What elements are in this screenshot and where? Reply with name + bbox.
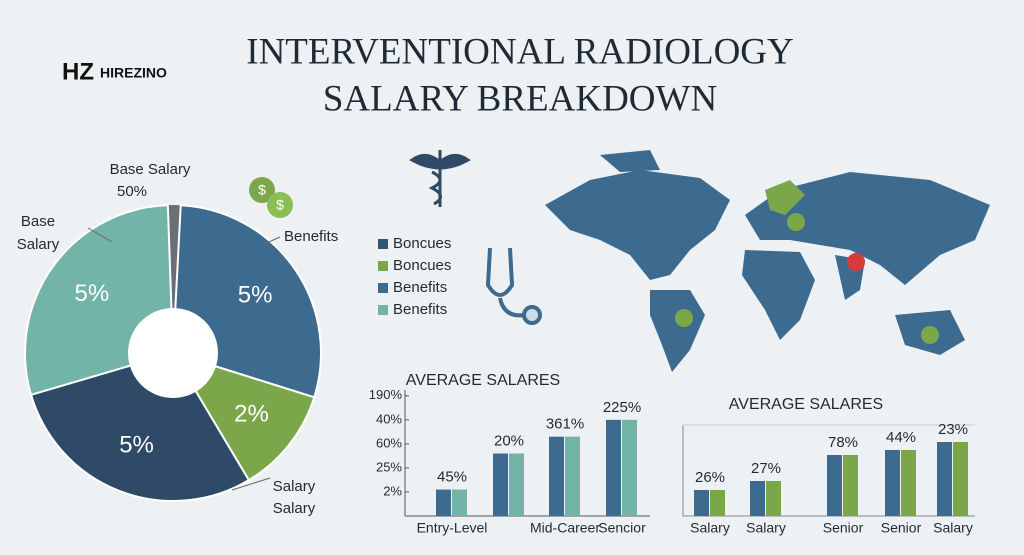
bar [622, 419, 637, 516]
legend-label: Benefits [393, 301, 447, 318]
legend-swatch [378, 305, 388, 315]
bar-label: 27% [751, 460, 781, 477]
y-tick-label: 2% [383, 483, 402, 498]
bar-label: 361% [546, 416, 584, 433]
callout-label: Salary [17, 236, 60, 253]
callout-label: 50% [117, 183, 147, 200]
bar-label: 45% [437, 469, 467, 486]
callout-line [87, 227, 113, 243]
bar [606, 419, 621, 516]
legend-label: Boncues [393, 235, 451, 252]
x-tick-label: Salary [933, 520, 973, 536]
map-marker [847, 253, 865, 271]
bar-label: 23% [938, 421, 968, 438]
bar-label: 225% [603, 399, 641, 416]
bar [750, 481, 765, 516]
map-marker [675, 309, 693, 327]
x-tick-label: Salary [690, 520, 730, 536]
legend-swatch [378, 239, 388, 249]
callout-line [231, 477, 271, 491]
chart-title: AVERAGE SALARES [406, 372, 560, 389]
x-tick-label: Entry-Level [417, 520, 488, 536]
x-tick-label: Senior [823, 520, 864, 536]
x-tick-label: Mid-Career [530, 520, 600, 536]
y-tick-label: 25% [376, 459, 402, 474]
bar-label: 20% [494, 432, 524, 449]
y-tick-label: 40% [376, 411, 402, 426]
y-tick-label: 60% [376, 435, 402, 450]
bar [766, 481, 781, 516]
callout-label: Salary [273, 500, 316, 517]
bar-label: 44% [886, 429, 916, 446]
bar [493, 453, 508, 516]
title-line: INTERVENTIONAL RADIOLOGY [246, 31, 793, 72]
slice-label: 5% [119, 431, 154, 458]
legend-label: Benefits [393, 279, 447, 296]
bar [436, 489, 451, 516]
bar-label: 26% [695, 469, 725, 486]
callout-label: Base Salary [110, 161, 191, 178]
x-tick-label: Salary [746, 520, 786, 536]
y-tick-label: 190% [369, 387, 403, 402]
legend-swatch [378, 261, 388, 271]
x-tick-label: Senior [881, 520, 922, 536]
caduceus-icon [409, 150, 471, 207]
bar [452, 489, 467, 516]
slice-label: 5% [238, 281, 273, 308]
slice-label: 2% [234, 400, 269, 427]
callout-line [261, 236, 281, 246]
callout-label: Salary [273, 478, 316, 495]
bar [953, 442, 968, 516]
svg-text:$: $ [258, 182, 266, 198]
stethoscope-icon [485, 247, 542, 325]
bar [509, 453, 524, 516]
bar [901, 450, 916, 516]
legend-label: Boncues [393, 257, 451, 274]
donut-hole [128, 308, 218, 398]
slice-label: 5% [75, 280, 110, 307]
callout-label: Base [21, 213, 55, 230]
map-marker [921, 326, 939, 344]
title-line: SALARY BREAKDOWN [323, 78, 717, 119]
bar [937, 442, 952, 516]
callout-label: Benefits [284, 228, 338, 245]
svg-text:$: $ [276, 197, 284, 213]
pie-slice [170, 351, 316, 482]
bar [565, 436, 580, 516]
bar [710, 490, 725, 516]
bar [885, 450, 900, 516]
bar-label: 78% [828, 434, 858, 451]
bar [549, 436, 564, 516]
coins-icon: $ $ [249, 177, 293, 218]
bar [694, 490, 709, 516]
chart-title: AVERAGE SALARES [729, 396, 883, 413]
bar [827, 455, 842, 516]
pie-gap [167, 205, 181, 353]
world-map [545, 150, 990, 372]
x-tick-label: Sencior [598, 520, 646, 536]
bar [843, 455, 858, 516]
logo-mark: HZ [62, 58, 94, 85]
map-marker [787, 213, 805, 231]
legend-swatch [378, 283, 388, 293]
brand: HIREZINO [100, 65, 167, 81]
